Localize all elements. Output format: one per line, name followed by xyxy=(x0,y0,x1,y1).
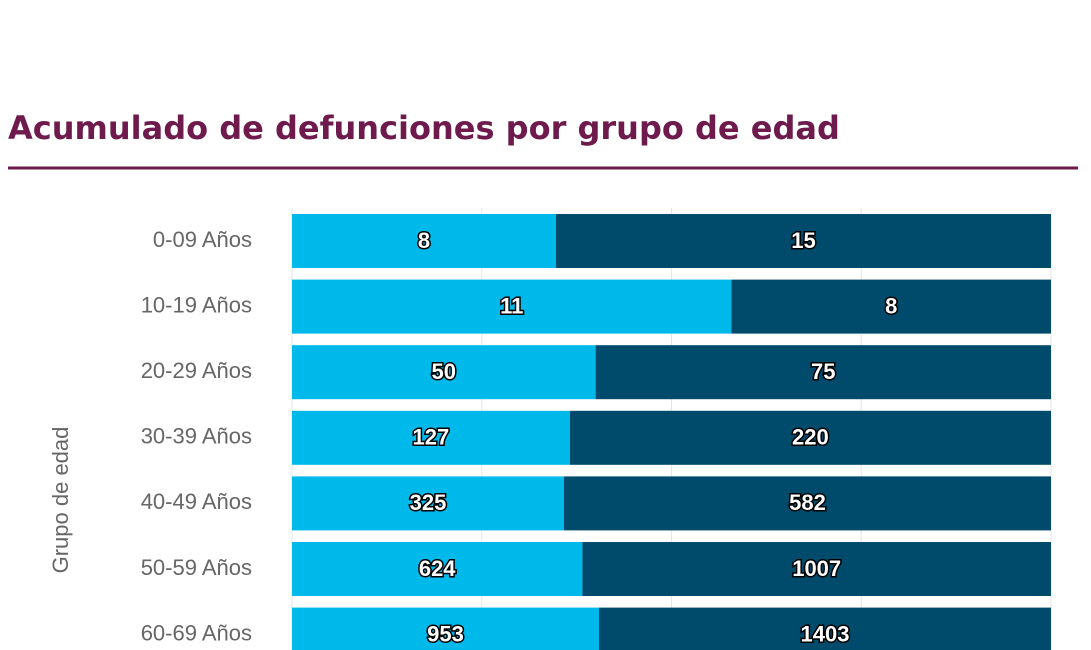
y-tick-label: 60-69 Años xyxy=(141,620,252,645)
y-tick-label: 20-29 Años xyxy=(141,358,252,383)
data-label: 624 xyxy=(419,556,456,581)
bar-segment xyxy=(569,410,1051,465)
y-tick-label: 50-59 Años xyxy=(141,555,252,580)
bar-segment xyxy=(595,345,1051,400)
bar-segment xyxy=(556,214,1051,268)
bar-segment xyxy=(292,345,596,400)
data-label: 1403 xyxy=(801,621,850,646)
data-label: 15 xyxy=(791,228,815,253)
data-label: 127 xyxy=(413,425,450,450)
bar-segment xyxy=(292,607,600,650)
y-tick-label: 0-09 Años xyxy=(153,227,252,252)
bar-segment xyxy=(292,476,564,531)
data-label: 11 xyxy=(500,293,523,318)
bar-segment xyxy=(292,279,732,334)
bar-segment xyxy=(292,542,583,596)
bar-segment xyxy=(731,279,1051,334)
data-label: 953 xyxy=(427,621,464,646)
data-label: 220 xyxy=(792,425,829,450)
y-tick-label: 30-39 Años xyxy=(141,424,252,449)
data-label: 8 xyxy=(885,293,897,318)
bar-segment xyxy=(563,476,1051,531)
bar-segment xyxy=(582,542,1051,596)
data-label: 325 xyxy=(410,490,447,515)
data-label: 8 xyxy=(418,228,430,253)
bar-segment xyxy=(292,214,556,268)
chart-title: Acumulado de defunciones por grupo de ed… xyxy=(8,109,840,147)
bar-segment xyxy=(292,410,570,465)
data-label: 582 xyxy=(789,490,826,515)
bar-segment xyxy=(599,607,1051,650)
y-tick-label: 10-19 Años xyxy=(141,292,252,317)
data-label: 75 xyxy=(811,359,835,384)
y-axis-title: Grupo de edad xyxy=(48,427,73,574)
data-label: 1007 xyxy=(792,556,841,581)
y-tick-label: 40-49 Años xyxy=(141,489,252,514)
data-label: 50 xyxy=(432,359,456,384)
